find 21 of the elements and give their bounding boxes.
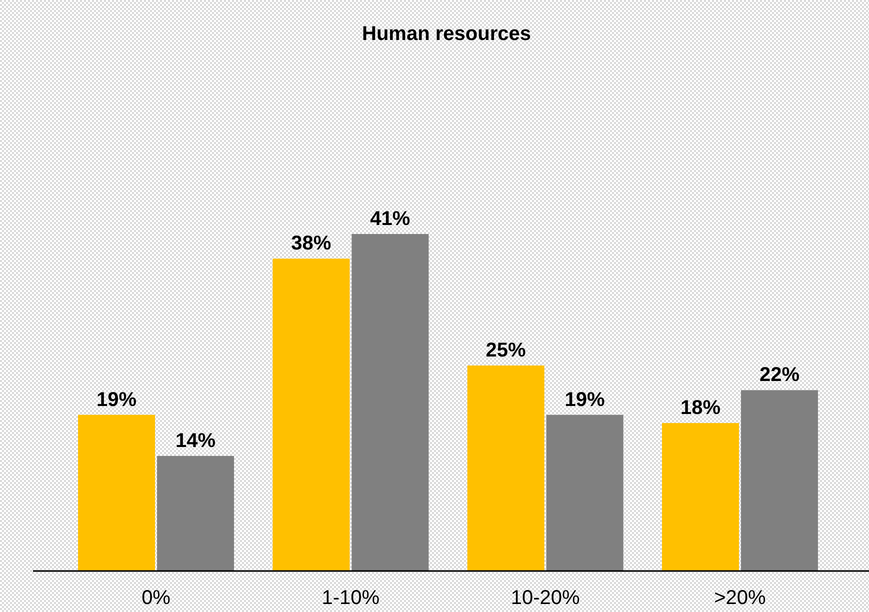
data-label: 19%	[96, 388, 137, 411]
chart-title: Human resources	[362, 23, 531, 45]
bar	[157, 456, 234, 571]
data-label: 19%	[564, 388, 606, 411]
x-tick-label: 1-10%	[322, 587, 380, 609]
data-label: 25%	[486, 340, 526, 362]
x-tick-label: >20%	[714, 587, 766, 609]
data-label: 22%	[759, 364, 800, 386]
x-tick-label: 10-20%	[510, 587, 580, 609]
bar	[272, 258, 350, 571]
bar	[352, 234, 429, 571]
bar	[78, 414, 156, 571]
data-label: 14%	[176, 430, 216, 452]
bar	[546, 414, 624, 571]
bar	[467, 366, 544, 571]
data-label: 38%	[291, 232, 332, 255]
bar	[662, 423, 739, 571]
x-tick-label: 0%	[142, 587, 171, 609]
data-label: 41%	[370, 208, 410, 230]
data-label: 18%	[680, 397, 721, 420]
bar	[740, 390, 818, 571]
